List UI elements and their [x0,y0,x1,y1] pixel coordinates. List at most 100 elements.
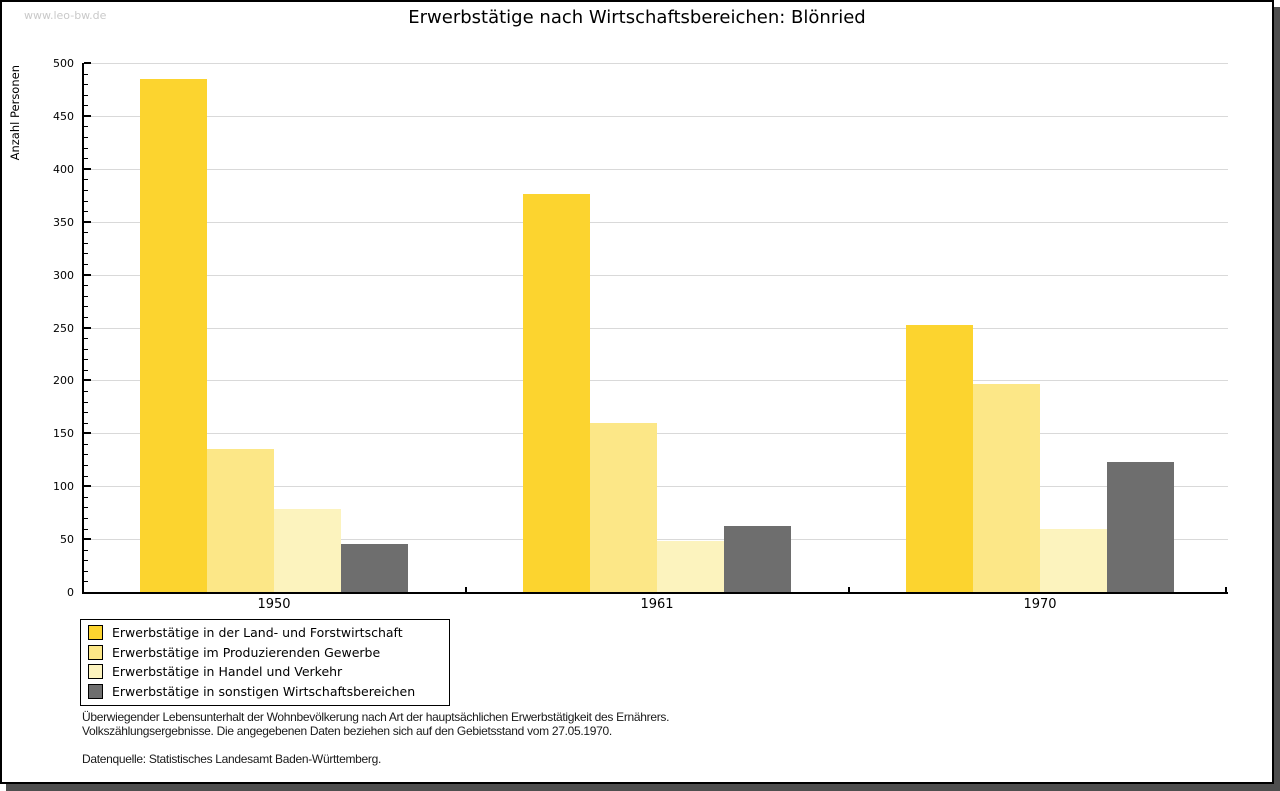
y-tick-label: 0 [67,586,74,599]
legend-label: Erwerbstätige in Handel und Verkehr [112,664,343,680]
y-minor-tick [84,306,88,307]
footnote-line-2: Volkszählungsergebnisse. Die angegebenen… [82,723,612,738]
bar [207,449,274,592]
bar [590,423,657,592]
y-minor-tick [84,581,88,582]
y-minor-tick [84,264,88,265]
bar [341,544,408,592]
y-minor-tick [84,179,88,180]
y-minor-tick [84,529,88,530]
legend-item: Erwerbstätige in sonstigen Wirtschaftsbe… [81,682,449,702]
chart-title: Erwerbstätige nach Wirtschaftsbereichen:… [408,7,866,28]
y-minor-tick [84,105,88,106]
x-axis-label: 1961 [640,597,674,612]
y-minor-tick [84,571,88,572]
y-tick-label: 350 [53,216,74,229]
y-major-tick [84,379,91,381]
x-tick [848,587,850,592]
y-minor-tick [84,507,88,508]
y-major-tick [84,485,91,487]
y-minor-tick [84,518,88,519]
legend: Erwerbstätige in der Land- und Forstwirt… [80,619,450,706]
legend-item: Erwerbstätige in Handel und Verkehr [81,662,449,682]
y-major-tick [84,432,91,434]
gridline [84,116,1228,117]
x-tick [1225,587,1227,592]
bar [1040,529,1107,592]
y-tick-label: 400 [53,163,74,176]
y-major-tick [84,327,91,329]
legend-label: Erwerbstätige in der Land- und Forstwirt… [112,625,403,641]
gridline [84,275,1228,276]
y-minor-tick [84,296,88,297]
y-tick-label: 450 [53,110,74,123]
y-minor-tick [84,95,88,96]
y-major-tick [84,274,91,276]
legend-swatch [88,644,103,660]
gridline [84,222,1228,223]
y-minor-tick [84,412,88,413]
legend-swatch [88,683,103,699]
y-minor-tick [84,402,88,403]
y-minor-tick [84,476,88,477]
y-minor-tick [84,391,88,392]
y-minor-tick [84,338,88,339]
y-minor-tick [84,211,88,212]
y-minor-tick [84,137,88,138]
x-tick [465,587,467,592]
bar [523,194,590,592]
legend-label: Erwerbstätige im Produzierenden Gewerbe [112,644,381,660]
y-minor-tick [84,359,88,360]
legend-swatch [88,664,103,680]
y-minor-tick [84,285,88,286]
gridline [84,63,1228,64]
y-minor-tick [84,190,88,191]
y-tick-label: 500 [53,57,74,70]
bar [906,325,973,592]
y-minor-tick [84,465,88,466]
y-minor-tick [84,497,88,498]
plot-area [82,62,1228,594]
y-major-tick [84,221,91,223]
bar [657,541,724,592]
bar [140,79,207,592]
legend-swatch [88,625,103,641]
footnote: Überwiegender Lebensunterhalt der Wohnbe… [82,710,669,738]
bar [724,526,791,592]
bar [973,384,1040,592]
x-axis-label: 1970 [1023,597,1057,612]
y-minor-tick [84,84,88,85]
y-minor-tick [84,550,88,551]
legend-item: Erwerbstätige im Produzierenden Gewerbe [81,643,449,663]
gridline [84,328,1228,329]
y-tick-label: 250 [53,322,74,335]
y-tick-label: 150 [53,427,74,440]
y-minor-tick [84,232,88,233]
legend-item: Erwerbstätige in der Land- und Forstwirt… [81,623,449,643]
y-major-tick [84,115,91,117]
gridline [84,169,1228,170]
y-major-tick [84,62,91,64]
y-major-tick [84,538,91,540]
y-tick-label: 100 [53,480,74,493]
bar [1107,462,1174,592]
y-minor-tick [84,253,88,254]
gridline [84,380,1228,381]
y-tick-label: 300 [53,269,74,282]
y-minor-tick [84,158,88,159]
y-minor-tick [84,423,88,424]
data-source-note: Datenquelle: Statistisches Landesamt Bad… [82,752,381,766]
y-minor-tick [84,560,88,561]
y-tick-label: 200 [53,374,74,387]
y-minor-tick [84,370,88,371]
y-minor-tick [84,148,88,149]
y-minor-tick [84,444,88,445]
y-minor-tick [84,243,88,244]
y-minor-tick [84,454,88,455]
bar [274,509,341,592]
y-minor-tick [84,126,88,127]
x-axis-label: 1950 [257,597,291,612]
y-minor-tick [84,349,88,350]
y-minor-tick [84,317,88,318]
